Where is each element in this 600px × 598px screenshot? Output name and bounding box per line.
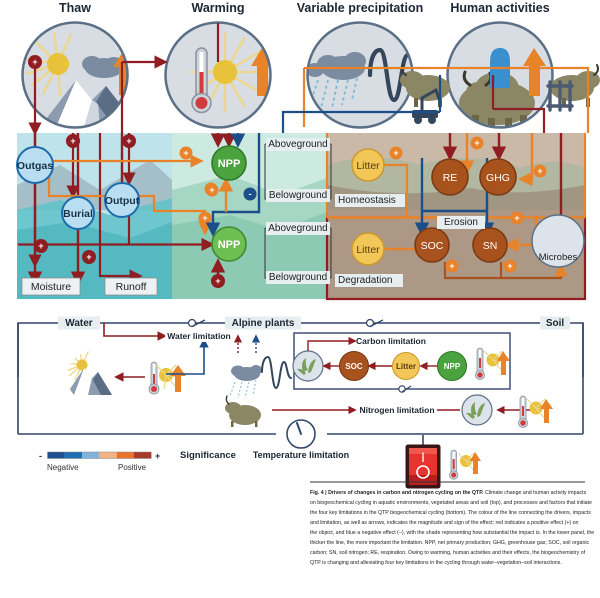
- svg-text:+: +: [126, 136, 131, 146]
- svg-text:Litter: Litter: [356, 244, 380, 256]
- svg-text:Temperature limitation: Temperature limitation: [253, 450, 349, 460]
- svg-text:Carbon limitation: Carbon limitation: [356, 336, 426, 346]
- svg-text:Belowground: Belowground: [269, 272, 327, 283]
- svg-text:+: +: [514, 213, 519, 223]
- svg-text:Warming: Warming: [191, 1, 244, 15]
- svg-text:Nitrogen limitation: Nitrogen limitation: [359, 405, 434, 415]
- svg-text:and limitation, as well as arr: and limitation, as well as arrows, indic…: [310, 520, 579, 526]
- svg-text:Microbes: Microbes: [539, 252, 578, 263]
- svg-text:Degradation: Degradation: [338, 275, 392, 286]
- svg-text:the four key limitations in th: the four key limitations in the QTP biog…: [310, 510, 591, 516]
- svg-text:Negative: Negative: [47, 463, 79, 472]
- svg-text:Homeostasis: Homeostasis: [338, 195, 396, 206]
- svg-text:+: +: [209, 185, 214, 195]
- svg-text:Aboveground: Aboveground: [268, 139, 328, 150]
- svg-text:thicker the line, the more imp: thicker the line, the more important the…: [310, 540, 590, 546]
- svg-text:+: +: [474, 138, 479, 148]
- svg-text:Significance: Significance: [180, 450, 236, 461]
- svg-text:+: +: [183, 148, 188, 158]
- svg-text:-: -: [39, 451, 42, 461]
- svg-text:Alpine plants: Alpine plants: [232, 318, 295, 329]
- svg-text:+: +: [155, 451, 160, 461]
- svg-text:Outgas: Outgas: [17, 160, 53, 172]
- svg-text:on biogeochemical cycling in a: on biogeochemical cycling in aquatic env…: [310, 500, 592, 506]
- svg-text:Water limitation: Water limitation: [167, 331, 230, 341]
- svg-text:+: +: [32, 57, 37, 67]
- svg-text:Litter: Litter: [396, 362, 416, 371]
- svg-text:|: |: [422, 452, 425, 463]
- svg-text:QTP is changing and alleviatin: QTP is changing and alleviating four key…: [310, 560, 562, 566]
- svg-text:the object, and blue a negativ: the object, and blue a negative effect (…: [310, 530, 594, 536]
- svg-text:+: +: [215, 276, 220, 286]
- svg-text:Moisture: Moisture: [31, 281, 71, 293]
- svg-text:+: +: [202, 213, 207, 223]
- svg-text:SN: SN: [483, 240, 498, 252]
- svg-text:-: -: [249, 189, 252, 199]
- svg-text:Positive: Positive: [118, 463, 147, 472]
- svg-text:SOC: SOC: [345, 362, 363, 371]
- svg-text:Runoff: Runoff: [116, 281, 147, 293]
- svg-text:+: +: [537, 166, 542, 176]
- svg-text:+: +: [38, 241, 43, 251]
- svg-text:Variable precipitation: Variable precipitation: [297, 1, 423, 15]
- svg-text:+: +: [70, 136, 75, 146]
- svg-text:NPP: NPP: [444, 362, 461, 371]
- svg-text:NPP: NPP: [218, 239, 241, 251]
- svg-text:+: +: [86, 252, 91, 262]
- svg-text:GHG: GHG: [486, 172, 510, 184]
- svg-text:NPP: NPP: [218, 158, 241, 170]
- svg-text:Human activities: Human activities: [450, 1, 549, 15]
- svg-text:Burial: Burial: [63, 208, 93, 220]
- svg-text:Thaw: Thaw: [59, 1, 91, 15]
- svg-text:Belowground: Belowground: [269, 190, 327, 201]
- svg-text:Soil: Soil: [546, 318, 565, 329]
- svg-text:Erosion: Erosion: [444, 217, 478, 228]
- svg-text:SOC: SOC: [421, 240, 444, 252]
- svg-text:Output: Output: [105, 195, 140, 207]
- svg-text:carbon; SN, soil nitrogen; RE,: carbon; SN, soil nitrogen; RE, respirati…: [310, 550, 586, 556]
- svg-text:Water: Water: [65, 318, 93, 329]
- svg-text:Fig. 4 | Drivers of changes in: Fig. 4 | Drivers of changes in carbon an…: [310, 490, 587, 496]
- svg-text:Litter: Litter: [356, 160, 380, 172]
- svg-text:+: +: [507, 261, 512, 271]
- svg-text:+: +: [393, 148, 398, 158]
- svg-text:+: +: [449, 261, 454, 271]
- svg-text:Aboveground: Aboveground: [268, 223, 328, 234]
- svg-text:RE: RE: [443, 172, 458, 184]
